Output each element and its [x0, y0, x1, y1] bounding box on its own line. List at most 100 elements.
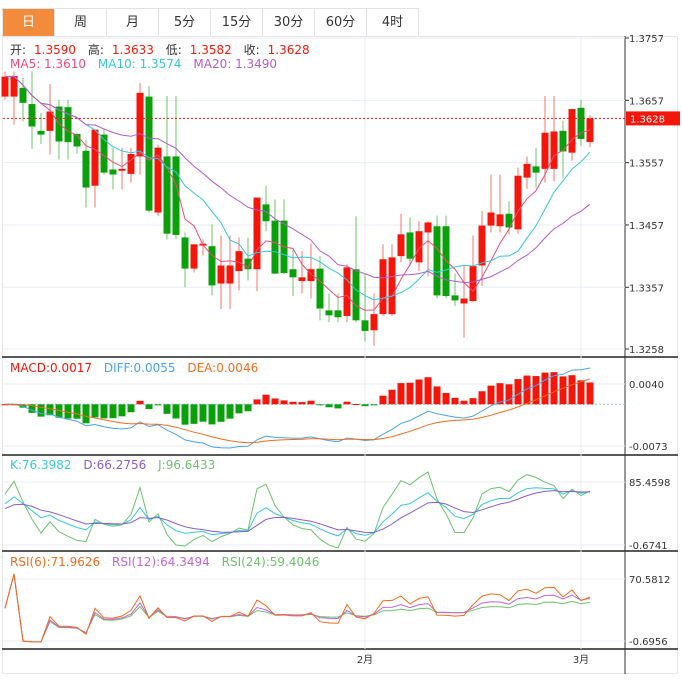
candle-body [262, 204, 270, 222]
tab-1[interactable]: 周 [55, 9, 107, 36]
candle [235, 237, 243, 291]
current-price-label: 1.3628 [630, 114, 665, 125]
ma20-value: MA20: 1.3490 [193, 57, 278, 71]
candle-body [343, 267, 351, 316]
macd-value: MACD:0.0017 [10, 361, 93, 375]
candle [397, 213, 405, 263]
candle-body [10, 76, 18, 97]
macd-bar [82, 404, 90, 424]
candle [487, 174, 495, 233]
candle-body [568, 109, 576, 153]
macd-bar [586, 382, 594, 405]
candle [451, 273, 459, 306]
rsi12-line [4, 573, 591, 643]
candle-body [1, 76, 9, 97]
macd-bar [343, 401, 351, 405]
candle-body [352, 269, 360, 321]
candle-body [190, 244, 198, 269]
candle [136, 82, 144, 175]
macd-bar [163, 404, 171, 414]
candle-body [397, 234, 405, 257]
candle-body [172, 156, 180, 235]
candle [406, 217, 414, 267]
tab-0[interactable]: 日 [3, 9, 55, 36]
macd-bar [244, 404, 252, 412]
k-value: K:76.3982 [10, 458, 72, 472]
candle [172, 95, 180, 240]
macd-bar [262, 394, 270, 405]
rsi24-line [4, 573, 591, 643]
tab-2[interactable]: 月 [107, 9, 159, 36]
macd-bar [127, 404, 135, 413]
macd-bar [190, 404, 198, 424]
macd-bar [361, 404, 369, 407]
macd-bar [109, 404, 117, 419]
candle [523, 156, 531, 189]
candle-body [496, 214, 504, 227]
candle-body [118, 168, 126, 171]
candle [73, 132, 81, 154]
candle-body [208, 246, 216, 286]
tab-7[interactable]: 4时 [367, 9, 419, 36]
macd-bar [55, 404, 63, 418]
candle [82, 139, 90, 208]
macd-bar [28, 404, 36, 413]
macd-bar [172, 404, 180, 419]
candle-body [109, 169, 117, 175]
j-line [4, 471, 591, 549]
candle-body [379, 259, 387, 315]
tab-5[interactable]: 30分 [263, 9, 315, 36]
macd-bar [136, 400, 144, 405]
chart-frame [2, 36, 678, 674]
macd-bar [532, 376, 540, 405]
macd-bar [91, 404, 99, 418]
macd-bar [316, 404, 324, 406]
candle-body [487, 212, 495, 226]
price-tick-label: 1.3457 [629, 221, 664, 232]
macd-bar [217, 404, 225, 422]
macd-bar [64, 404, 72, 419]
open-value: 1.3590 [34, 43, 77, 57]
tab-4[interactable]: 15分 [211, 9, 263, 36]
candle [289, 249, 297, 297]
tab-6[interactable]: 60分 [315, 9, 367, 36]
candle-body [253, 197, 261, 270]
ohlc-legend: 开: 1.3590 高: 1.3633 低: 1.3582 收: 1.3628 [10, 41, 318, 58]
d-line [4, 490, 591, 534]
macd-legend: MACD:0.0017 DIFF:0.0055 DEA:0.0046 [10, 361, 266, 375]
candle-body [64, 107, 72, 143]
candle-body [433, 226, 441, 296]
candle-body [100, 134, 108, 173]
candle [559, 120, 567, 178]
macd-bar [118, 404, 126, 417]
candle-body [217, 265, 225, 284]
candle [208, 224, 216, 296]
candle-body [82, 150, 90, 188]
candle [370, 293, 378, 346]
macd-bar [100, 404, 108, 419]
ma20-line [4, 75, 591, 284]
tab-3[interactable]: 5分 [159, 9, 211, 36]
candle-body [550, 131, 558, 169]
dea-line [5, 378, 591, 444]
candle [541, 95, 549, 183]
macd-bar [388, 389, 396, 405]
candle [37, 112, 45, 144]
ma5-value: MA5: 1.3610 [10, 57, 87, 71]
candle [280, 199, 288, 275]
candle-body [73, 133, 81, 147]
candle-body [136, 92, 144, 157]
d-value: D:66.2756 [83, 458, 147, 472]
candle [100, 129, 108, 175]
candle-body [154, 147, 162, 213]
candle-body [37, 130, 45, 135]
candle [424, 221, 432, 277]
open-label: 开: [10, 43, 27, 57]
candle [253, 197, 261, 292]
candle [388, 244, 396, 316]
kdj-legend: K:76.3982 D:66.2756 J:96.6433 [10, 458, 223, 472]
candle-body [370, 314, 378, 331]
macd-bar [253, 399, 261, 405]
macd-bar [298, 402, 306, 405]
